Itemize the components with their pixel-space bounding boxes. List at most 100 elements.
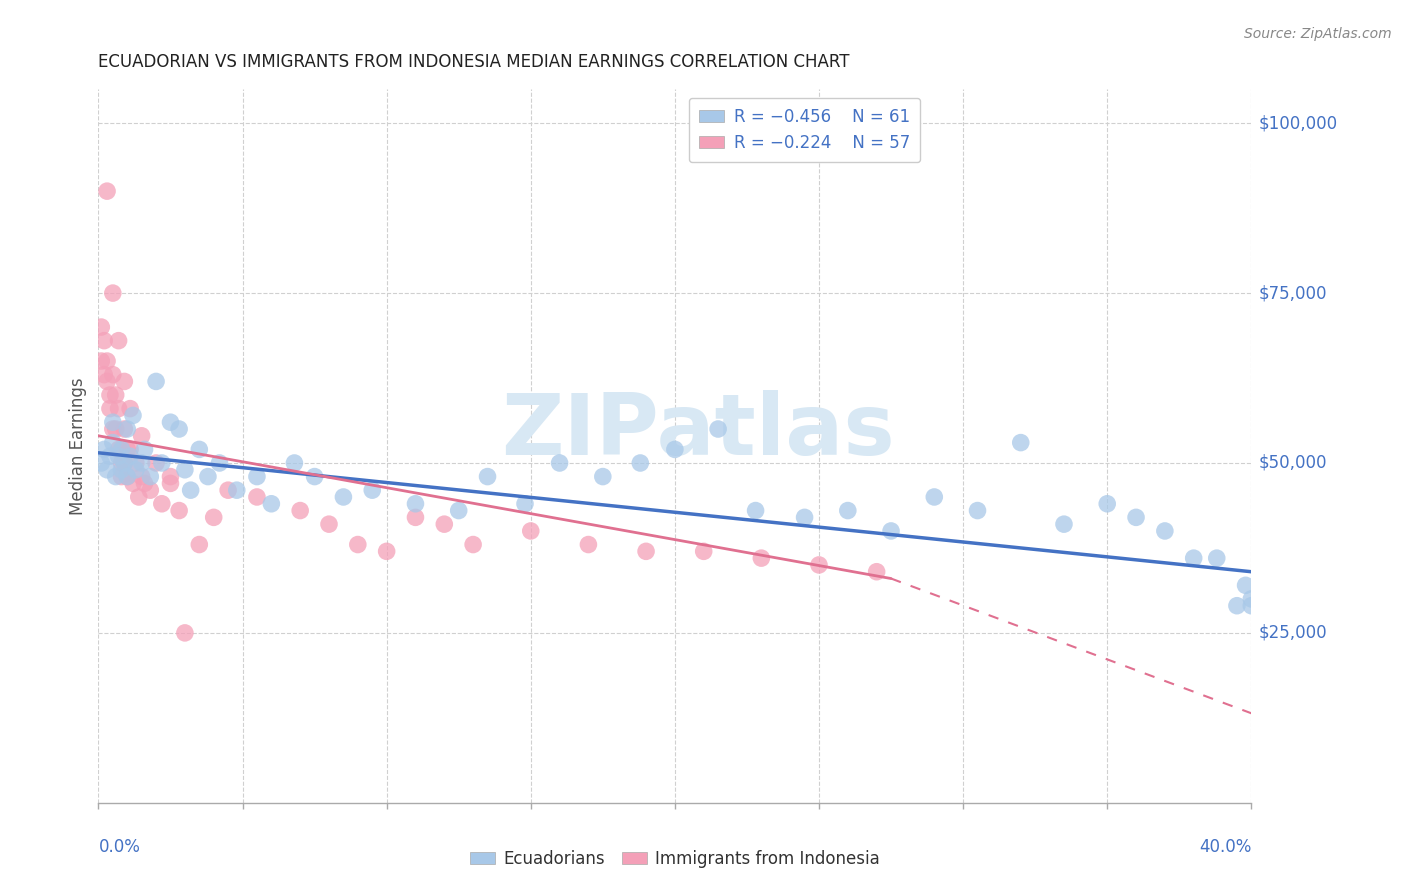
Point: [174, 463, 197, 477]
Legend: Ecuadorians, Immigrants from Indonesia: Ecuadorians, Immigrants from Indonesia: [464, 844, 886, 875]
Point: [188, 442, 211, 457]
Point: [405, 497, 427, 511]
Point: [246, 490, 269, 504]
Point: [101, 286, 124, 301]
Point: [117, 442, 138, 457]
Point: [592, 469, 614, 483]
Point: [90, 456, 112, 470]
Point: [1234, 578, 1257, 592]
Point: [145, 456, 167, 470]
Point: [96, 463, 118, 477]
Point: [693, 544, 716, 558]
Text: $25,000: $25,000: [1258, 624, 1327, 642]
Point: [578, 537, 600, 551]
Point: [260, 497, 283, 511]
Point: [112, 375, 135, 389]
Point: [225, 483, 247, 498]
Point: [104, 469, 127, 483]
Point: [346, 537, 368, 551]
Point: [1240, 591, 1263, 606]
Point: [93, 442, 115, 457]
Point: [405, 510, 427, 524]
Point: [125, 463, 148, 477]
Point: [744, 503, 766, 517]
Point: [751, 551, 773, 566]
Point: [180, 483, 202, 498]
Point: [1205, 551, 1227, 566]
Point: [636, 544, 658, 558]
Point: [375, 544, 398, 558]
Point: [110, 469, 132, 483]
Point: [628, 456, 651, 470]
Text: 40.0%: 40.0%: [1199, 838, 1251, 856]
Point: [174, 626, 197, 640]
Point: [1125, 510, 1147, 524]
Point: [461, 537, 484, 551]
Text: 0.0%: 0.0%: [98, 838, 141, 856]
Point: [477, 469, 499, 483]
Point: [837, 503, 859, 517]
Point: [880, 524, 903, 538]
Point: [159, 469, 181, 483]
Point: [110, 456, 132, 470]
Point: [1182, 551, 1205, 566]
Point: [112, 456, 135, 470]
Text: ZIPatlas: ZIPatlas: [501, 390, 894, 474]
Point: [922, 490, 945, 504]
Text: $50,000: $50,000: [1258, 454, 1327, 472]
Point: [332, 490, 354, 504]
Point: [90, 354, 112, 368]
Point: [513, 497, 536, 511]
Point: [122, 409, 145, 423]
Point: [318, 517, 340, 532]
Point: [208, 456, 231, 470]
Point: [159, 415, 181, 429]
Point: [188, 537, 211, 551]
Text: Source: ZipAtlas.com: Source: ZipAtlas.com: [1244, 27, 1392, 41]
Point: [966, 503, 988, 517]
Point: [131, 429, 153, 443]
Point: [93, 334, 115, 348]
Point: [150, 497, 173, 511]
Point: [167, 503, 190, 517]
Point: [548, 456, 571, 470]
Text: ECUADORIAN VS IMMIGRANTS FROM INDONESIA MEDIAN EARNINGS CORRELATION CHART: ECUADORIAN VS IMMIGRANTS FROM INDONESIA …: [98, 54, 849, 71]
Point: [520, 524, 543, 538]
Point: [101, 422, 124, 436]
Point: [96, 184, 118, 198]
Point: [134, 476, 156, 491]
Point: [110, 442, 132, 457]
Point: [131, 469, 153, 483]
Point: [793, 510, 815, 524]
Point: [98, 449, 121, 463]
Point: [120, 449, 142, 463]
Point: [1097, 497, 1119, 511]
Point: [447, 503, 470, 517]
Point: [246, 469, 269, 483]
Point: [217, 483, 239, 498]
Legend: R = −0.456    N = 61, R = −0.224    N = 57: R = −0.456 N = 61, R = −0.224 N = 57: [689, 97, 920, 161]
Point: [107, 401, 129, 416]
Point: [107, 449, 129, 463]
Point: [304, 469, 326, 483]
Point: [159, 476, 181, 491]
Point: [202, 510, 225, 524]
Point: [139, 483, 162, 498]
Point: [664, 442, 686, 457]
Point: [101, 435, 124, 450]
Point: [98, 401, 121, 416]
Point: [361, 483, 384, 498]
Point: [290, 503, 312, 517]
Point: [104, 422, 127, 436]
Text: $75,000: $75,000: [1258, 284, 1327, 302]
Point: [866, 565, 889, 579]
Point: [112, 422, 135, 436]
Point: [807, 558, 830, 572]
Y-axis label: Median Earnings: Median Earnings: [69, 377, 87, 515]
Point: [98, 388, 121, 402]
Point: [1240, 599, 1263, 613]
Point: [134, 442, 156, 457]
Point: [117, 422, 138, 436]
Point: [167, 422, 190, 436]
Point: [117, 469, 138, 483]
